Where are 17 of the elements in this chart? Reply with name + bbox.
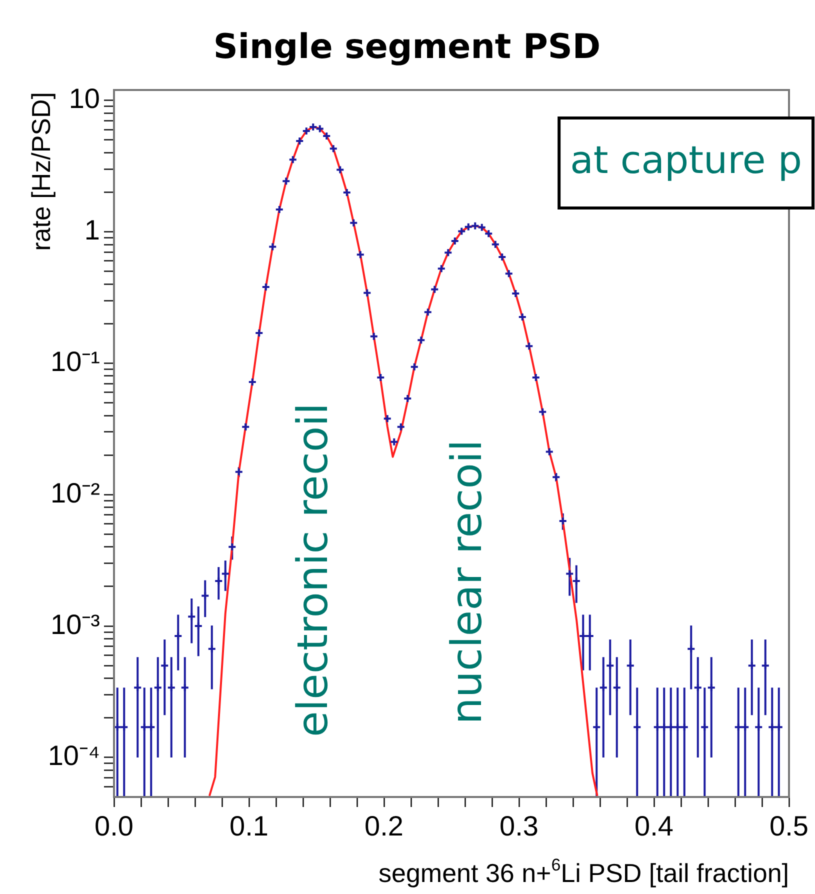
y-tick-label: 1 bbox=[84, 214, 100, 246]
y-tick-label: 10⁻² bbox=[50, 477, 100, 508]
y-tick-label: 10⁻⁴ bbox=[48, 740, 100, 772]
x-tick-label: 0.2 bbox=[364, 810, 404, 842]
chart-title: Single segment PSD bbox=[213, 27, 601, 67]
y-tick-label: 10⁻¹ bbox=[50, 346, 100, 377]
y-tick-label: 10 bbox=[68, 83, 100, 114]
annotation: nuclear recoil bbox=[442, 440, 491, 724]
x-tick-label: 0.4 bbox=[634, 810, 674, 842]
y-axis-title: rate [Hz/PSD] bbox=[26, 92, 56, 251]
y-tick-label: 10⁻³ bbox=[50, 608, 100, 640]
annotation: at capture p bbox=[570, 138, 802, 182]
x-tick-label: 0.3 bbox=[500, 810, 538, 842]
annotation: electronic recoil bbox=[288, 403, 337, 737]
x-tick-label: 0.0 bbox=[94, 810, 134, 842]
x-tick-label: 0.1 bbox=[230, 810, 268, 842]
x-tick-label: 0.5 bbox=[770, 810, 808, 842]
